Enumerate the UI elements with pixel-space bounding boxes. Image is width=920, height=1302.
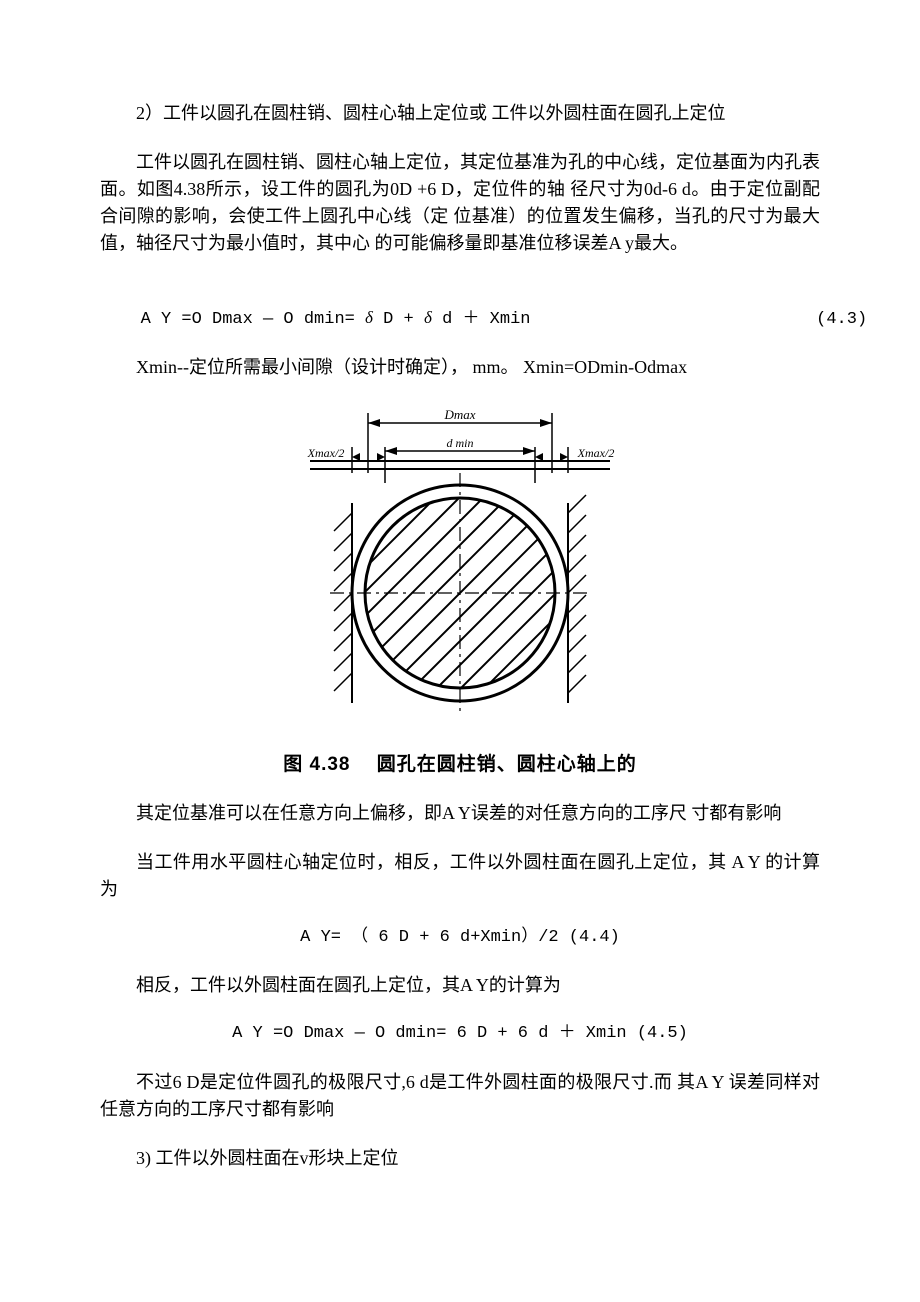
equation-4-5: A Y =O Dmax — O dmin= 6 D + 6 d ＋ Xmin (… <box>100 1021 820 1047</box>
eq1-left: A Y =O Dmax — O dmin= <box>130 310 365 329</box>
fig-label-dmin: d min <box>447 436 474 450</box>
fig-label-dmax: Dmax <box>443 407 475 422</box>
paragraph-xmin-def: Xmin--定位所需最小间隙（设计时确定）， mm。 Xmin=ODmin-Od… <box>100 354 820 381</box>
figure-caption: 图 4.38 圆孔在圆柱销、圆柱心轴上的 <box>283 751 637 780</box>
eq1-delta1: δ <box>365 308 373 327</box>
eq1-spacer <box>531 310 776 329</box>
fig-label-xmax-right: Xmax/2 <box>577 446 615 460</box>
equation-4-4: A Y= （ 6 D + 6 d+Xmin）/2 (4.4) <box>100 925 820 951</box>
figure-4-38: Dmax Xmax/2 d min Xmax/2 <box>100 403 820 788</box>
eq1-mid1: D + <box>373 310 424 329</box>
eq1-mid2: d ＋ Xmin <box>432 310 531 329</box>
paragraph-body-4: 其定位基准可以在任意方向上偏移，即A Y误差的对任意方向的工序尺 寸都有影响 <box>100 800 820 827</box>
equation-4-3: A Y =O Dmax — O dmin= δ D + δ d ＋ Xmin (… <box>110 279 820 332</box>
paragraph-2-heading: 2）工件以圆孔在圆柱销、圆柱心轴上定位或 工件以外圆柱面在圆孔上定位 <box>100 100 820 127</box>
fig-circles <box>330 463 590 713</box>
paragraph-3-heading: 3) 工件以外圆柱面在v形块上定位 <box>100 1145 820 1172</box>
paragraph-body-7: 不过6 D是定位件圆孔的极限尺寸,6 d是工件外圆柱面的极限尺寸.而 其A Y … <box>100 1069 820 1123</box>
paragraph-body-1: 工件以圆孔在圆柱销、圆柱心轴上定位，其定位基准为孔的中心线，定位基面为内孔表面。… <box>100 149 820 257</box>
eq1-num: (4.3) <box>775 310 867 329</box>
fig-label-xmax-left: Xmax/2 <box>307 446 345 460</box>
paragraph-body-6: 相反，工件以外圆柱面在圆孔上定位，其A Y的计算为 <box>100 972 820 999</box>
paragraph-body-5: 当工件用水平圆柱心轴定位时，相反，工件以外圆柱面在圆孔上定位，其 A Y 的计算… <box>100 849 820 903</box>
figure-svg: Dmax Xmax/2 d min Xmax/2 <box>290 403 630 723</box>
eq1-delta2: δ <box>424 308 432 327</box>
